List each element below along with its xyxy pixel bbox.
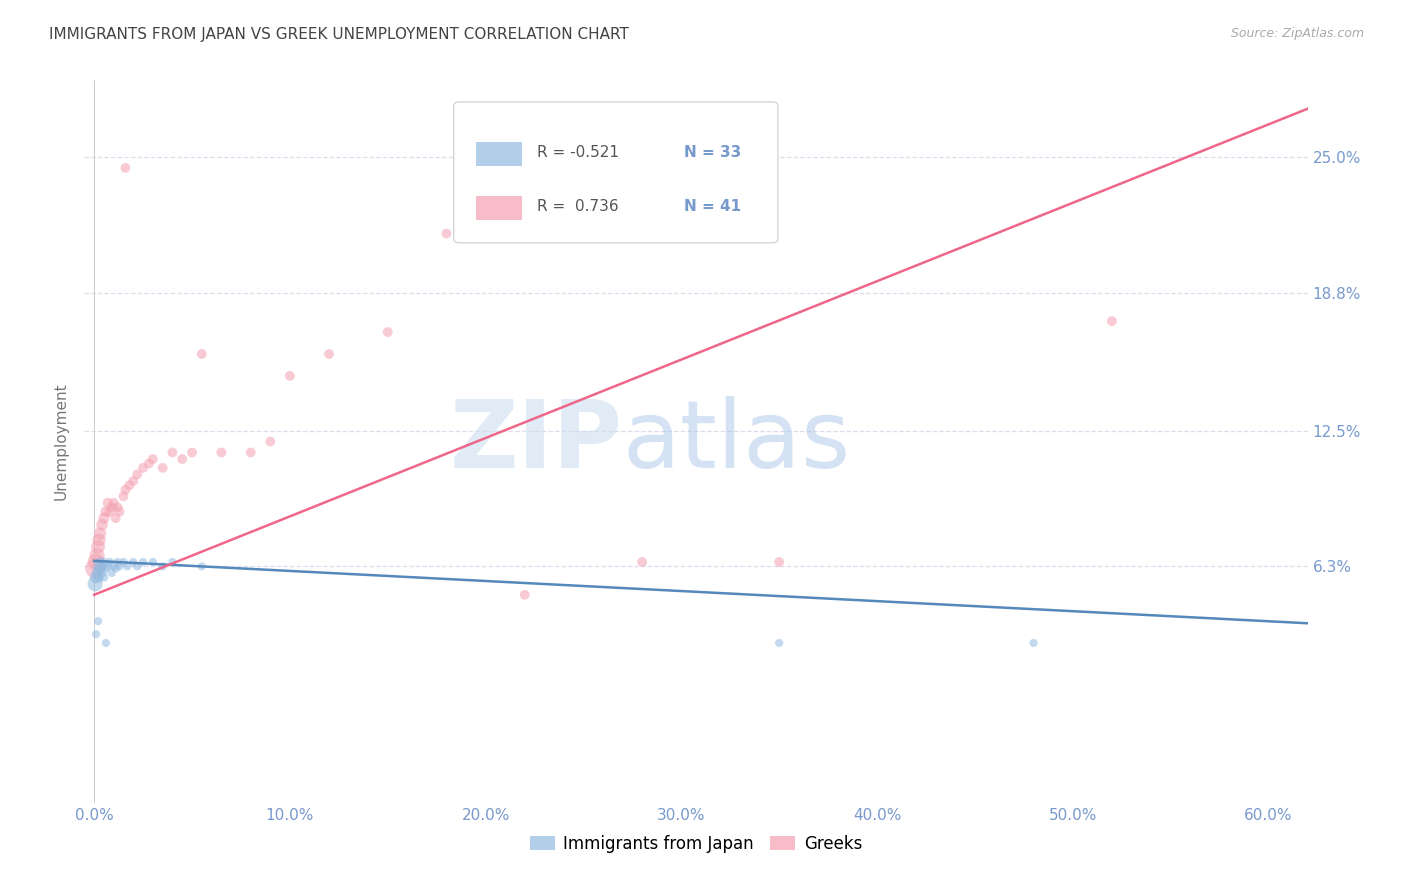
Point: [191, 347, 214, 361]
Point: [87, 540, 110, 554]
Point: [87, 614, 110, 628]
Legend: Immigrants from Japan, Greeks: Immigrants from Japan, Greeks: [523, 828, 869, 860]
Point: [94, 636, 117, 650]
Point: [84, 627, 107, 641]
Point: [89, 561, 111, 575]
Point: [84, 577, 107, 591]
Point: [86, 549, 108, 563]
Point: [142, 452, 165, 467]
Point: [152, 460, 174, 475]
Point: [94, 561, 117, 575]
Text: atlas: atlas: [623, 395, 851, 488]
Point: [162, 555, 184, 569]
Text: Source: ZipAtlas.com: Source: ZipAtlas.com: [1230, 27, 1364, 40]
Point: [98, 555, 121, 569]
Point: [100, 566, 122, 580]
Point: [1022, 636, 1045, 650]
Point: [122, 474, 145, 488]
Point: [132, 460, 155, 475]
Text: ZIP: ZIP: [450, 395, 623, 488]
Text: R =  0.736: R = 0.736: [537, 199, 619, 214]
Point: [436, 227, 458, 241]
Point: [93, 511, 115, 525]
Bar: [475, 196, 522, 219]
Text: N = 41: N = 41: [683, 199, 741, 214]
Point: [94, 505, 117, 519]
Point: [91, 559, 114, 574]
Point: [104, 511, 127, 525]
Point: [86, 566, 108, 580]
Point: [259, 434, 281, 449]
Bar: [475, 142, 522, 166]
Point: [107, 500, 129, 515]
Point: [114, 161, 136, 175]
Point: [97, 559, 120, 574]
Point: [117, 559, 139, 574]
Point: [132, 555, 155, 569]
Point: [84, 555, 107, 569]
Point: [513, 588, 536, 602]
Point: [191, 559, 214, 574]
Point: [103, 496, 125, 510]
Point: [107, 555, 129, 569]
Point: [93, 570, 115, 584]
Point: [98, 505, 121, 519]
Point: [108, 559, 131, 574]
Point: [127, 467, 149, 482]
Point: [112, 555, 135, 569]
Point: [127, 559, 149, 574]
Point: [278, 368, 301, 383]
Point: [1101, 314, 1123, 328]
Point: [89, 526, 111, 541]
Point: [142, 555, 165, 569]
Point: [768, 636, 790, 650]
Point: [87, 559, 110, 574]
Text: R = -0.521: R = -0.521: [537, 145, 619, 160]
Point: [377, 325, 399, 339]
Point: [97, 496, 120, 510]
Point: [84, 570, 107, 584]
Point: [93, 555, 115, 569]
Point: [768, 555, 790, 569]
Point: [209, 445, 232, 459]
Point: [631, 555, 654, 569]
Point: [91, 517, 114, 532]
Point: [103, 559, 125, 574]
Text: IMMIGRANTS FROM JAPAN VS GREEK UNEMPLOYMENT CORRELATION CHART: IMMIGRANTS FROM JAPAN VS GREEK UNEMPLOYM…: [49, 27, 628, 42]
Point: [162, 445, 184, 459]
Point: [138, 457, 160, 471]
Point: [100, 500, 122, 515]
Point: [87, 570, 110, 584]
FancyBboxPatch shape: [454, 102, 778, 243]
Point: [104, 561, 127, 575]
Point: [91, 566, 114, 580]
Y-axis label: Unemployment: Unemployment: [53, 383, 69, 500]
Point: [318, 347, 340, 361]
Point: [181, 445, 204, 459]
Point: [122, 555, 145, 569]
Point: [112, 489, 135, 503]
Point: [89, 555, 111, 569]
Point: [118, 478, 141, 492]
Point: [172, 452, 194, 467]
Point: [114, 483, 136, 497]
Point: [108, 505, 131, 519]
Point: [239, 445, 262, 459]
Point: [87, 533, 110, 547]
Point: [84, 561, 107, 575]
Text: N = 33: N = 33: [683, 145, 741, 160]
Point: [152, 559, 174, 574]
